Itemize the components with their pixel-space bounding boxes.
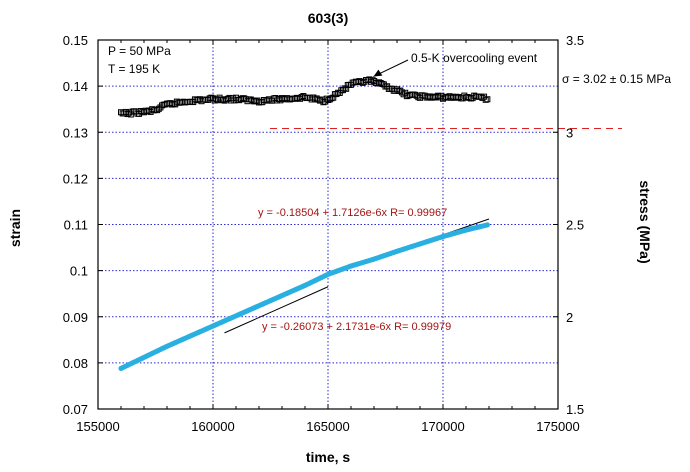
data-point	[339, 87, 346, 94]
data-point	[155, 105, 162, 112]
x-axis-label: time, s	[306, 449, 351, 465]
axis-ticks: 155000 160000 165000 170000 175000 0.07 0.08 0.…	[63, 33, 584, 434]
data-point	[198, 98, 205, 105]
data-point	[400, 91, 407, 98]
x-tick-label: 155000	[76, 419, 119, 434]
data-point	[389, 85, 396, 92]
x-tick-label: 160000	[191, 419, 234, 434]
y-right-tick-label: 1.5	[566, 402, 584, 417]
x-tick-label: 165000	[306, 419, 349, 434]
x-tick-label: 175000	[536, 419, 579, 434]
y-right-tick-label: 3	[566, 125, 573, 140]
y-left-tick-label: 0.13	[63, 125, 88, 140]
data-point	[482, 96, 489, 103]
pressure-condition: P = 50 MPa	[108, 44, 171, 58]
fit-equation-label: y = -0.18504 + 1.7126e-6x R= 0.99967	[258, 207, 447, 219]
y-axis-label-left: strain	[7, 209, 23, 247]
annotations: 0.5-K overcooling event σ = 3.02 ± 0.15 M…	[373, 51, 671, 86]
y-right-tick-label: 2	[566, 310, 573, 325]
fit-lines: y = -0.18504 + 1.7126e-6x R= 0.99967 y = …	[224, 128, 622, 334]
annotation-arrowhead	[373, 69, 383, 77]
y-left-tick-label: 0.07	[63, 402, 88, 417]
data-series	[118, 76, 491, 372]
data-point	[390, 87, 397, 94]
y-left-tick-label: 0.11	[64, 218, 88, 233]
data-point	[330, 94, 337, 101]
y-left-tick-label: 0.08	[63, 356, 88, 371]
y-right-tick-label: 3.5	[566, 33, 584, 48]
data-point	[333, 91, 340, 98]
data-point	[326, 96, 333, 103]
data-point	[394, 86, 400, 93]
series-strain	[118, 222, 490, 372]
chart-title: 603(3)	[308, 10, 348, 26]
data-point	[435, 92, 442, 99]
data-point	[398, 89, 405, 96]
data-point	[477, 93, 484, 100]
y-left-tick-label: 0.1	[70, 264, 88, 279]
fit-line	[224, 286, 329, 334]
x-tick-label: 170000	[421, 419, 464, 434]
y-left-tick-label: 0.15	[63, 33, 88, 48]
annotation-label: 0.5-K overcooling event	[411, 51, 538, 65]
series-stress	[118, 76, 491, 118]
data-point	[484, 96, 491, 103]
mean-stress-label: σ = 3.02 ± 0.15 MPa	[562, 72, 671, 86]
data-point	[343, 85, 350, 92]
data-point	[377, 80, 384, 87]
temperature-condition: T = 195 K	[108, 62, 160, 76]
y-left-tick-label: 0.14	[63, 79, 88, 94]
y-right-tick-label: 2.5	[566, 218, 584, 233]
data-point	[484, 222, 490, 228]
y-left-tick-label: 0.12	[63, 171, 88, 186]
data-point	[308, 96, 315, 103]
data-point	[328, 95, 335, 102]
fit-equation-label: y = -0.26073 + 2.1731e-6x R= 0.99979	[262, 321, 451, 333]
y-left-tick-label: 0.09	[63, 310, 88, 325]
y-axis-label-right: stress (MPa)	[637, 180, 653, 263]
